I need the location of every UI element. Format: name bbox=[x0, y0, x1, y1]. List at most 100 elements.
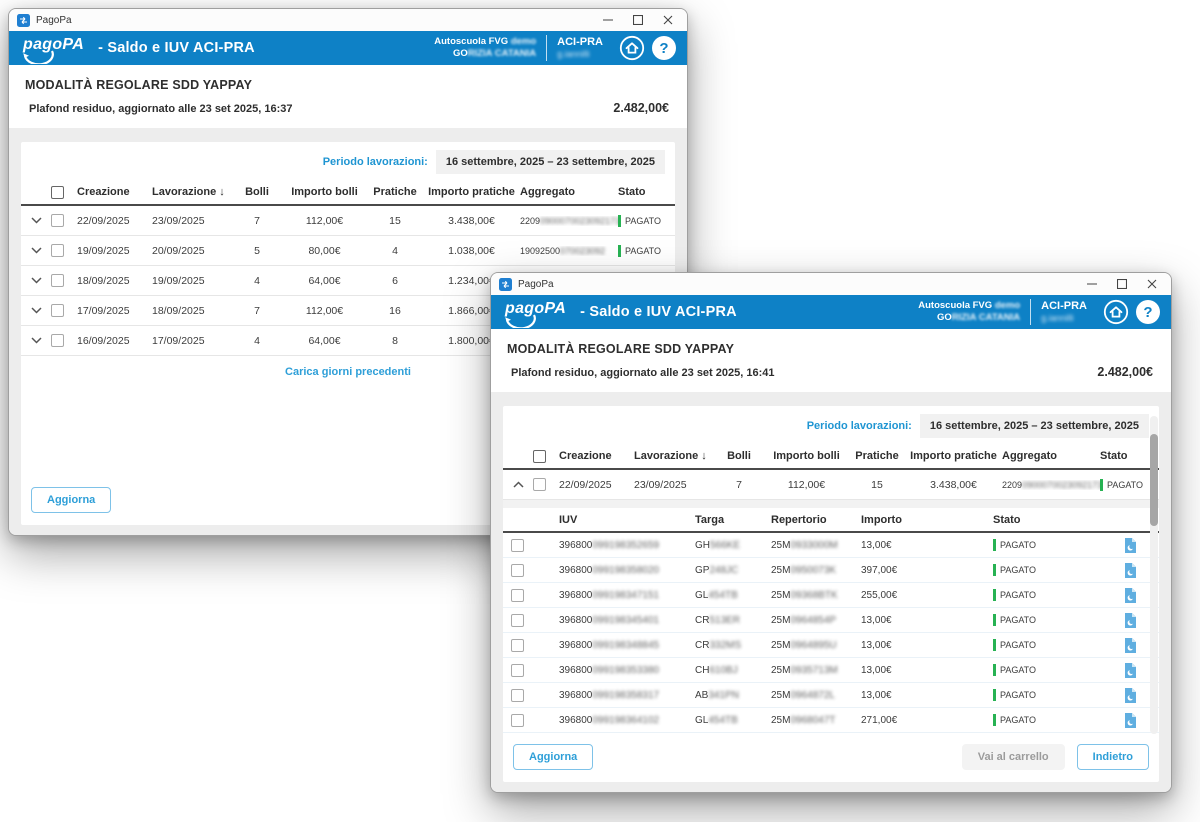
row-checkbox[interactable] bbox=[51, 244, 64, 257]
repertorio-value: 25M0964895U bbox=[771, 639, 837, 651]
table-header-row: Creazione Lavorazione ↓ Bolli Importo bo… bbox=[503, 444, 1159, 470]
plafond-label: Plafond residuo, aggiornato alle 23 set … bbox=[511, 367, 775, 379]
home-button[interactable] bbox=[619, 35, 645, 61]
receipt-button[interactable] bbox=[1111, 662, 1151, 678]
chevron-down-icon[interactable] bbox=[29, 245, 51, 256]
section-label: ACI-PRA g.iannilli bbox=[557, 35, 603, 60]
col-lavorazione[interactable]: Lavorazione ↓ bbox=[634, 450, 707, 462]
col-stato[interactable]: Stato bbox=[618, 186, 646, 198]
receipt-button[interactable] bbox=[1111, 537, 1151, 553]
row-checkbox[interactable] bbox=[51, 214, 64, 227]
scrollbar-thumb[interactable] bbox=[1150, 434, 1158, 526]
chevron-down-icon[interactable] bbox=[29, 335, 51, 346]
iuv-value: 396800099198353380 bbox=[559, 664, 660, 676]
minimize-icon bbox=[603, 19, 613, 21]
col-repertorio[interactable]: Repertorio bbox=[771, 513, 827, 526]
close-button[interactable] bbox=[653, 10, 683, 30]
detail-row: 396800099198353380 CH610BJ 25M0935713M 1… bbox=[503, 658, 1159, 683]
refresh-button[interactable]: Aggiorna bbox=[513, 744, 594, 770]
col-importo-pratiche[interactable]: Importo pratiche bbox=[910, 450, 997, 462]
detail-checkbox[interactable] bbox=[511, 613, 524, 627]
window-front: PagoPa pagoPA - Saldo e IUV ACI-PRA Auto… bbox=[490, 272, 1172, 793]
minimize-button[interactable] bbox=[1077, 274, 1107, 294]
go-to-cart-button[interactable]: Vai al carrello bbox=[961, 744, 1065, 770]
detail-row: 396800099198358020 GP248JC 25M0950073K 3… bbox=[503, 558, 1159, 583]
detail-checkbox[interactable] bbox=[511, 713, 524, 727]
maximize-button[interactable] bbox=[623, 10, 653, 30]
pagopa-logo-arc bbox=[23, 50, 54, 64]
home-button[interactable] bbox=[1103, 299, 1129, 325]
row-checkbox[interactable] bbox=[51, 334, 64, 347]
minimize-button[interactable] bbox=[593, 10, 623, 30]
detail-checkbox[interactable] bbox=[511, 663, 524, 677]
help-button[interactable]: ? bbox=[651, 35, 677, 61]
maximize-button[interactable] bbox=[1107, 274, 1137, 294]
col-pratiche[interactable]: Pratiche bbox=[855, 450, 899, 462]
period-row: Periodo lavorazioni: 16 settembre, 2025 … bbox=[503, 406, 1159, 444]
detail-checkbox[interactable] bbox=[511, 563, 524, 577]
period-label: Periodo lavorazioni: bbox=[322, 156, 428, 168]
detail-checkbox[interactable] bbox=[511, 538, 524, 552]
back-button[interactable]: Indietro bbox=[1076, 744, 1149, 770]
col-importo-bolli[interactable]: Importo bolli bbox=[773, 450, 840, 462]
chevron-down-icon[interactable] bbox=[29, 305, 51, 316]
col-aggregato[interactable]: Aggregato bbox=[1002, 450, 1057, 462]
detail-checkbox[interactable] bbox=[511, 688, 524, 702]
iuv-value: 396800099198358317 bbox=[559, 689, 660, 701]
period-range-selector[interactable]: 16 settembre, 2025 – 23 settembre, 2025 bbox=[919, 414, 1149, 438]
status-badge: PAGATO bbox=[993, 714, 1111, 726]
period-range-selector[interactable]: 16 settembre, 2025 – 23 settembre, 2025 bbox=[435, 150, 665, 174]
window-controls bbox=[1077, 274, 1167, 294]
close-icon bbox=[663, 15, 673, 25]
window-back: PagoPa pagoPA - Saldo e IUV ACI-PRA Auto… bbox=[8, 8, 688, 536]
col-targa[interactable]: Targa bbox=[695, 513, 725, 526]
col-importo-bolli[interactable]: Importo bolli bbox=[291, 186, 358, 198]
chevron-down-icon[interactable] bbox=[29, 275, 51, 286]
col-pratiche[interactable]: Pratiche bbox=[373, 186, 417, 198]
row-checkbox[interactable] bbox=[51, 304, 64, 317]
close-button[interactable] bbox=[1137, 274, 1167, 294]
select-all-checkbox[interactable] bbox=[533, 449, 546, 463]
targa-value: CR332MS bbox=[695, 639, 742, 651]
header-divider bbox=[546, 35, 548, 61]
plafond-label: Plafond residuo, aggiornato alle 23 set … bbox=[29, 103, 293, 115]
col-creazione[interactable]: Creazione bbox=[559, 450, 612, 462]
titlebar: PagoPa bbox=[491, 273, 1171, 295]
organization-label: Autoscuola FVG demo GORIZIA CATANIA bbox=[918, 299, 1021, 323]
receipt-button[interactable] bbox=[1111, 612, 1151, 628]
table-card: Periodo lavorazioni: 16 settembre, 2025 … bbox=[503, 406, 1159, 782]
detail-checkbox[interactable] bbox=[511, 588, 524, 602]
detail-row: 396800099198348845 CR332MS 25M0964895U 1… bbox=[503, 633, 1159, 658]
chevron-down-icon[interactable] bbox=[29, 215, 51, 226]
receipt-button[interactable] bbox=[1111, 587, 1151, 603]
select-all-checkbox[interactable] bbox=[51, 185, 64, 199]
page-title: - Saldo e IUV ACI-PRA bbox=[580, 304, 737, 320]
receipt-button[interactable] bbox=[1111, 637, 1151, 653]
refresh-button[interactable]: Aggiorna bbox=[31, 487, 112, 513]
col-lavorazione[interactable]: Lavorazione ↓ bbox=[152, 186, 225, 198]
col-importo[interactable]: Importo bbox=[861, 513, 902, 526]
col-importo-pratiche[interactable]: Importo pratiche bbox=[428, 186, 515, 198]
col-bolli[interactable]: Bolli bbox=[245, 186, 269, 198]
detail-checkbox[interactable] bbox=[511, 638, 524, 652]
home-icon bbox=[1103, 299, 1129, 325]
chevron-up-icon[interactable] bbox=[511, 479, 533, 490]
mode-title: MODALITÀ REGOLARE SDD YAPPAY bbox=[25, 78, 253, 92]
help-button[interactable]: ? bbox=[1135, 299, 1161, 325]
row-checkbox[interactable] bbox=[51, 274, 64, 287]
col-bolli[interactable]: Bolli bbox=[727, 450, 751, 462]
receipt-button[interactable] bbox=[1111, 687, 1151, 703]
col-creazione[interactable]: Creazione bbox=[77, 186, 130, 198]
document-icon bbox=[1125, 712, 1136, 728]
iuv-value: 396800099198348845 bbox=[559, 639, 660, 651]
receipt-button[interactable] bbox=[1111, 712, 1151, 728]
receipt-button[interactable] bbox=[1111, 562, 1151, 578]
row-checkbox[interactable] bbox=[533, 478, 546, 491]
home-icon bbox=[619, 35, 645, 61]
col-stato[interactable]: Stato bbox=[1100, 450, 1128, 462]
col-iuv[interactable]: IUV bbox=[559, 513, 578, 526]
load-previous-days-link[interactable]: Carica giorni precedenti bbox=[285, 366, 411, 378]
col-stato[interactable]: Stato bbox=[993, 513, 1021, 526]
vertical-scrollbar[interactable] bbox=[1150, 416, 1158, 734]
col-aggregato[interactable]: Aggregato bbox=[520, 186, 575, 198]
